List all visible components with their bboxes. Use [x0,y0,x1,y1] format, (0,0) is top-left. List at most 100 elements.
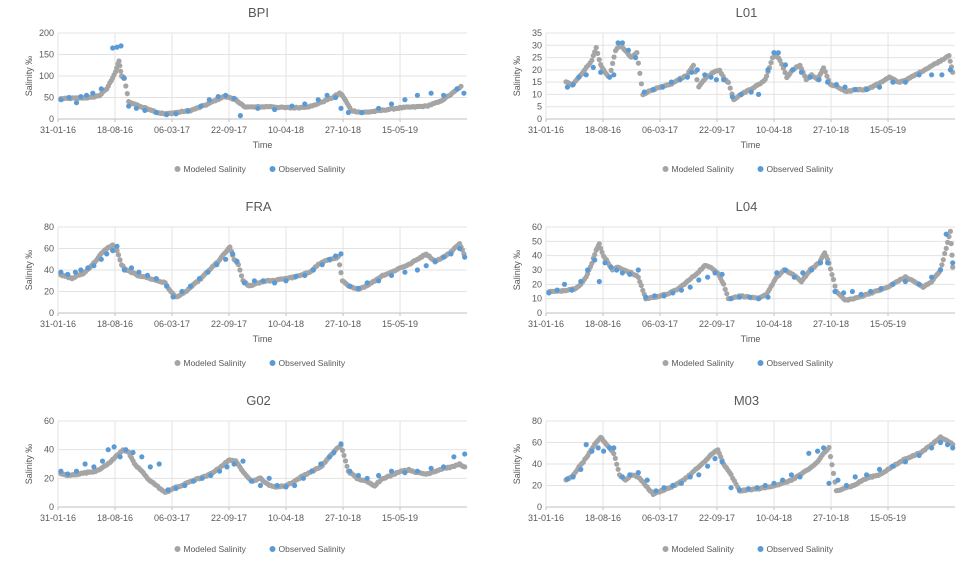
x-tick-label: 22-09-17 [211,125,247,135]
chart-svg: L04 0 10 20 30 40 50 60 31-01-16 18-08-16 06-03-17… [512,199,956,368]
observed-point [858,291,864,297]
y-tick-label: 80 [532,416,542,426]
observed-point [461,90,467,96]
y-tick-label: 0 [49,502,54,512]
observed-point [619,270,625,276]
observed-point [82,461,88,467]
observed-point [423,263,429,269]
modeled-point [115,252,122,258]
legend-modeled-marker [174,166,181,172]
observed-point [564,476,570,482]
observed-point [561,281,568,287]
x-tick-label: 31-01-16 [528,125,564,135]
observed-point [347,468,353,474]
observed-point [756,91,762,97]
y-tick-label: 40 [44,265,54,275]
legend-observed-marker [757,166,764,172]
chart-title: FRA [246,199,272,214]
observed-point [564,84,570,90]
modeled-point [950,264,956,270]
modeled-point [949,252,955,258]
observed-point [652,293,658,299]
observed-point [754,485,760,491]
observed-point [644,477,650,483]
observed-point [257,482,263,489]
modeled-point [764,73,770,79]
observed-point [223,92,229,98]
observed-point [771,50,777,56]
observed-point [283,278,289,284]
observed-point [689,69,695,75]
y-tick-label: 5 [537,102,542,112]
chart-svg: M03 0 20 40 60 80 31-01-16 18-08-16 06-03-17 22-0… [512,393,956,554]
observed-point [929,72,935,78]
chart-panel-fra: FRA 0 20 40 60 80 31-01-16 18-08-16 06-03-17 22-0… [0,194,487,377]
observed-point [111,444,117,450]
modeled-point [610,60,616,66]
x-tick-label: 10-04-18 [268,125,304,135]
observed-point [359,109,365,116]
observed-point [708,74,714,80]
observed-point [747,294,753,300]
x-tick-label: 31-01-16 [40,513,76,523]
observed-point [825,260,831,266]
observed-point [608,264,614,270]
x-tick-label: 27-10-18 [813,319,849,329]
y-tick-label: 0 [537,308,542,318]
observed-point [457,245,463,252]
observed-point [852,474,858,480]
observed-point [230,251,236,257]
modeled-point [614,461,620,467]
observed-point [462,451,468,457]
observed-series [58,43,467,119]
observed-point [402,269,408,275]
observed-point [441,254,447,260]
observed-point [58,269,64,275]
observed-point [72,269,78,275]
observed-point [782,62,788,68]
observed-point [696,277,702,283]
observed-point [402,470,408,476]
observed-point [607,445,613,451]
observed-point [864,86,870,93]
observed-point [570,474,576,480]
observed-point [825,79,831,85]
observed-point [890,281,896,287]
observed-point [260,278,266,284]
x-axis-label: Time [253,140,273,150]
observed-point [324,92,330,98]
x-tick-label: 06-03-17 [154,513,190,523]
x-tick-label: 10-04-18 [268,513,304,523]
legend: Modeled Salinity Observed Salinity [662,164,834,174]
modeled-point [458,83,464,89]
x-tick-label: 15-05-19 [382,513,418,523]
observed-point [765,294,771,300]
modeled-point [830,276,837,283]
x-tick-label: 27-10-18 [325,513,361,523]
observed-point [807,74,813,80]
modeled-point [462,464,468,470]
observed-point [728,296,734,302]
observed-point [678,287,684,293]
observed-point [947,67,953,73]
observed-point [788,472,794,478]
observed-point [661,485,667,491]
observed-point [173,485,179,491]
observed-point [615,40,621,46]
legend: Modeled Salinity Observed Salinity [662,544,834,554]
legend-modeled-label: Modeled Salinity [184,358,247,368]
y-tick-label: 25 [532,53,542,63]
observed-point [598,69,604,75]
modeled-point [830,470,837,476]
chart-svg: G02 0 20 40 60 31-01-16 18-08-16 06-03-17 22-09-… [24,393,468,554]
observed-point [123,447,129,453]
observed-series [58,441,468,493]
charts-grid: BPI 0 50 100 150 200 31-01-16 18-08-16 06-03-17 2… [0,5,956,554]
x-tick-label: 15-05-19 [870,319,906,329]
observed-point [583,72,589,78]
observed-point [806,450,812,456]
observed-point [826,480,832,486]
modeled-point [829,272,835,278]
chart-panel-g02: G02 0 20 40 60 31-01-16 18-08-16 06-03-17 22-09-… [0,388,487,571]
observed-point [376,472,382,479]
